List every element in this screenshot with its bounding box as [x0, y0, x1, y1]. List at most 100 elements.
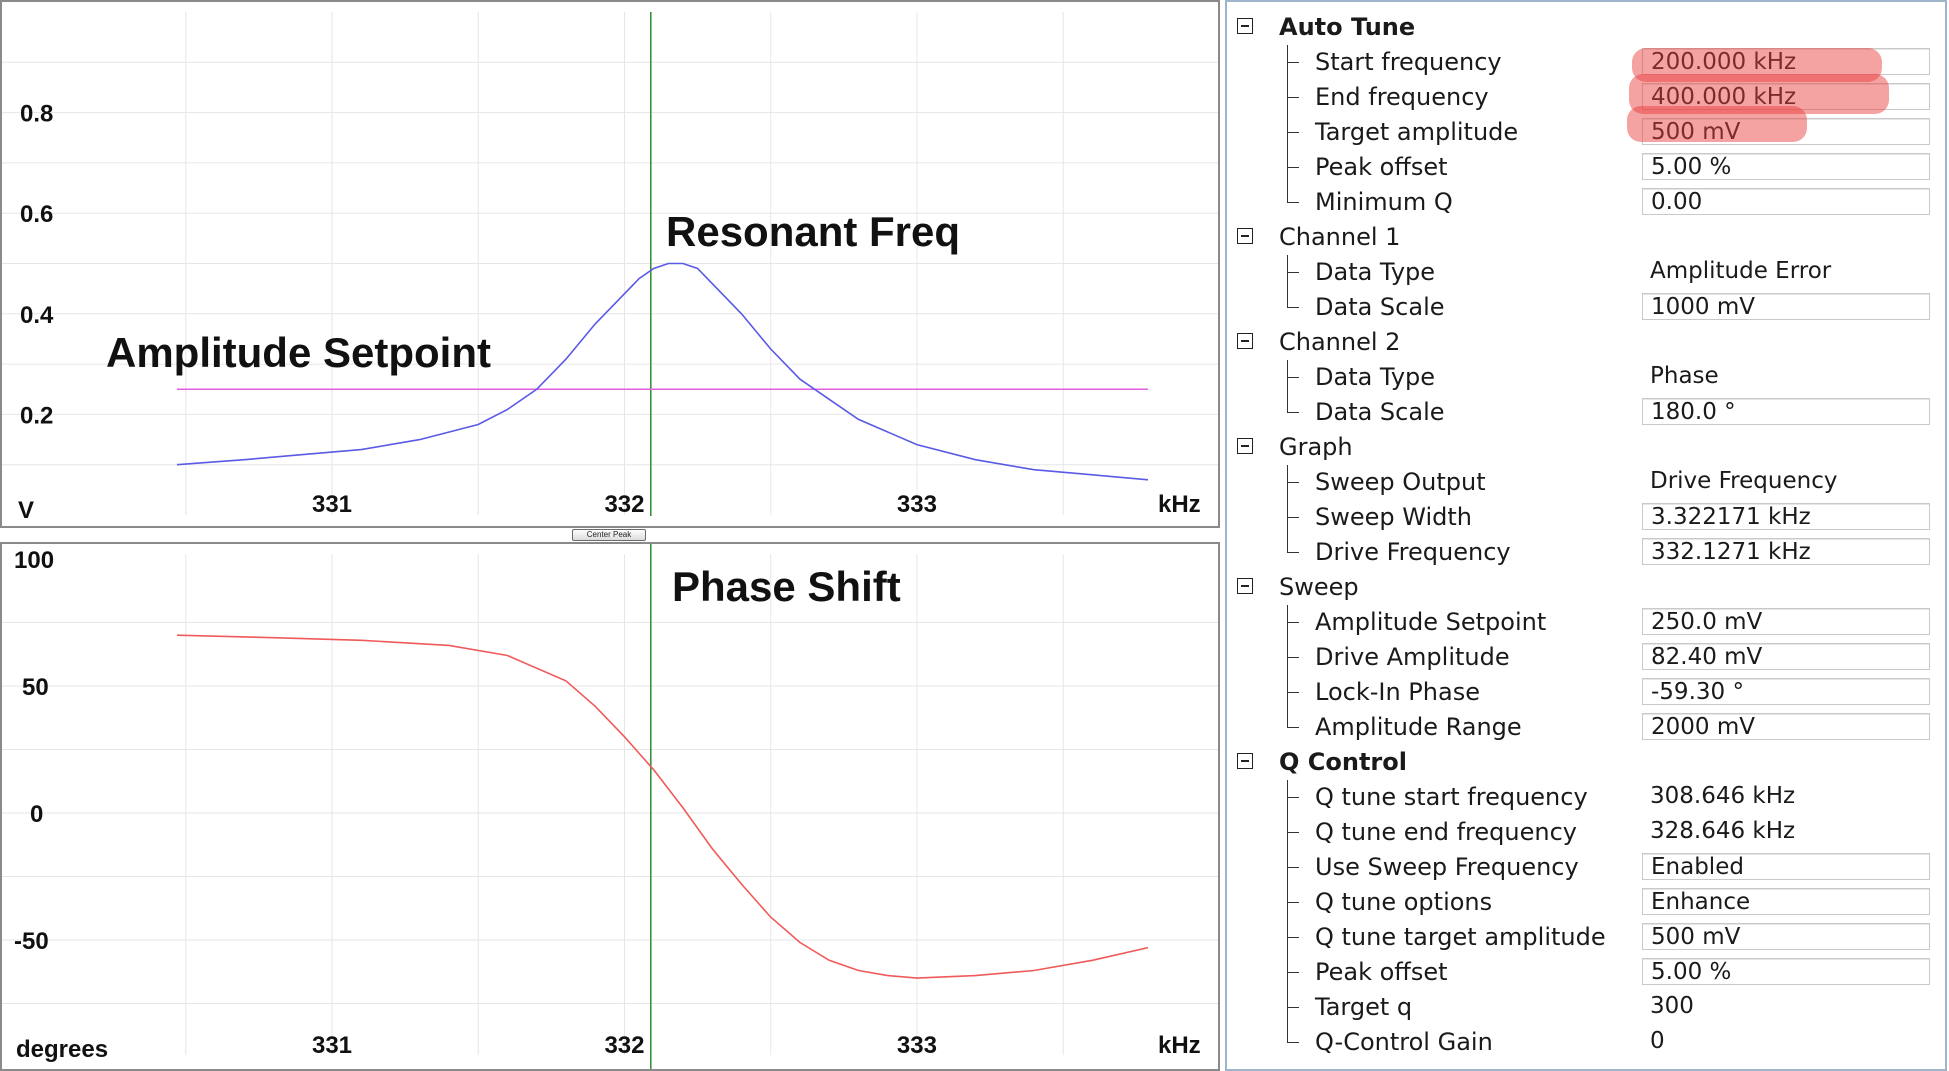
- tree-connector: [1287, 272, 1299, 273]
- property-value-field[interactable]: 332.1271 kHz: [1642, 538, 1930, 565]
- property-value-field[interactable]: 2000 mV: [1642, 713, 1930, 740]
- property-row[interactable]: Q tune options Enhance: [1227, 885, 1945, 920]
- property-value-field[interactable]: 82.40 mV: [1642, 643, 1930, 670]
- x-tick-label: 331: [312, 491, 352, 518]
- property-row[interactable]: Sweep Output Drive Frequency: [1227, 465, 1945, 500]
- property-label: Peak offset: [1315, 153, 1448, 181]
- property-row[interactable]: Amplitude Setpoint 250.0 mV: [1227, 605, 1945, 640]
- group-header[interactable]: Channel 1: [1227, 220, 1945, 255]
- y-unit-label: V: [18, 497, 34, 524]
- property-row[interactable]: Data Scale 1000 mV: [1227, 290, 1945, 325]
- tree-connector: [1287, 185, 1288, 203]
- tree-connector: [1287, 535, 1288, 553]
- x-tick-label: 331: [312, 1032, 352, 1059]
- property-label: Start frequency: [1315, 48, 1502, 76]
- tree-connector: [1287, 867, 1299, 868]
- phase-shift-annotation: Phase Shift: [672, 563, 901, 610]
- property-label: Drive Frequency: [1315, 538, 1511, 566]
- phase-curve: [176, 634, 1149, 979]
- y-tick-label: -50: [14, 928, 49, 955]
- amplitude-plot[interactable]: 0.2 0.4 0.6 0.8 331 332 333 kHz V Resonant Freq Am…: [0, 0, 1220, 528]
- property-value-field[interactable]: 200.000 kHz: [1642, 48, 1930, 75]
- group-label: Sweep: [1279, 573, 1359, 601]
- property-value-field[interactable]: 3.322171 kHz: [1642, 503, 1930, 530]
- property-value-field[interactable]: -59.30 °: [1642, 678, 1930, 705]
- property-value-field[interactable]: 180.0 °: [1642, 398, 1930, 425]
- tree-connector: [1287, 692, 1299, 693]
- center-peak-button[interactable]: Center Peak: [572, 529, 646, 541]
- tree-connector: [1287, 167, 1299, 168]
- property-row[interactable]: Q tune target amplitude 500 mV: [1227, 920, 1945, 955]
- property-row[interactable]: Amplitude Range 2000 mV: [1227, 710, 1945, 745]
- property-value-field[interactable]: 400.000 kHz: [1642, 83, 1930, 110]
- property-label: Q tune target amplitude: [1315, 923, 1606, 951]
- tree-connector: [1287, 552, 1299, 553]
- property-row[interactable]: Use Sweep Frequency Enabled: [1227, 850, 1945, 885]
- property-value-field[interactable]: 5.00 %: [1642, 958, 1930, 985]
- property-row[interactable]: Q-Control Gain 0: [1227, 1025, 1945, 1060]
- tree-connector: [1287, 657, 1299, 658]
- property-value-field[interactable]: Enhance: [1642, 888, 1930, 915]
- group-header[interactable]: Channel 2: [1227, 325, 1945, 360]
- collapse-toggle-icon[interactable]: [1237, 438, 1253, 454]
- collapse-toggle-icon[interactable]: [1237, 333, 1253, 349]
- resonant-freq-annotation: Resonant Freq: [666, 208, 960, 255]
- x-tick-label: 333: [897, 491, 937, 518]
- x-tick-label: 333: [897, 1032, 937, 1059]
- property-row[interactable]: Target q 300: [1227, 990, 1945, 1025]
- property-row[interactable]: Target amplitude 500 mV: [1227, 115, 1945, 150]
- property-value-field[interactable]: 500 mV: [1642, 923, 1930, 950]
- collapse-toggle-icon[interactable]: [1237, 18, 1253, 34]
- property-row[interactable]: Lock-In Phase -59.30 °: [1227, 675, 1945, 710]
- amplitude-curve: [176, 262, 1149, 481]
- property-label: Data Scale: [1315, 398, 1445, 426]
- property-value-field[interactable]: 0.00: [1642, 188, 1930, 215]
- tree-connector: [1287, 727, 1299, 728]
- property-row[interactable]: Minimum Q 0.00: [1227, 185, 1945, 220]
- property-row[interactable]: Drive Amplitude 82.40 mV: [1227, 640, 1945, 675]
- tree-connector: [1287, 902, 1299, 903]
- property-label: Data Scale: [1315, 293, 1445, 321]
- y-tick-label: 0: [30, 801, 43, 828]
- property-row[interactable]: Data Scale 180.0 °: [1227, 395, 1945, 430]
- property-row[interactable]: Data Type Amplitude Error: [1227, 255, 1945, 290]
- group-header[interactable]: Auto Tune: [1227, 10, 1945, 45]
- property-label: Q tune options: [1315, 888, 1493, 916]
- property-label: Data Type: [1315, 258, 1436, 286]
- x-tick-label: 332: [604, 491, 644, 518]
- property-row[interactable]: Peak offset 5.00 %: [1227, 955, 1945, 990]
- property-row[interactable]: End frequency 400.000 kHz: [1227, 80, 1945, 115]
- y-tick-label: 100: [14, 547, 54, 574]
- property-label: Q tune end frequency: [1315, 818, 1577, 846]
- property-label: Target amplitude: [1315, 118, 1519, 146]
- property-label: End frequency: [1315, 83, 1489, 111]
- property-row[interactable]: Q tune start frequency 308.646 kHz: [1227, 780, 1945, 815]
- property-value: 328.646 kHz: [1650, 818, 1796, 844]
- collapse-toggle-icon[interactable]: [1237, 578, 1253, 594]
- property-row[interactable]: Data Type Phase: [1227, 360, 1945, 395]
- property-row[interactable]: Drive Frequency 332.1271 kHz: [1227, 535, 1945, 570]
- group-header[interactable]: Graph: [1227, 430, 1945, 465]
- property-value-field[interactable]: 250.0 mV: [1642, 608, 1930, 635]
- property-row[interactable]: Start frequency 200.000 kHz: [1227, 45, 1945, 80]
- property-row[interactable]: Q tune end frequency 328.646 kHz: [1227, 815, 1945, 850]
- tree-connector: [1287, 832, 1299, 833]
- property-value-field[interactable]: 1000 mV: [1642, 293, 1930, 320]
- group-header[interactable]: Sweep: [1227, 570, 1945, 605]
- tree-connector: [1287, 710, 1288, 728]
- property-row[interactable]: Sweep Width 3.322171 kHz: [1227, 500, 1945, 535]
- collapse-toggle-icon[interactable]: [1237, 228, 1253, 244]
- tree-connector: [1287, 1042, 1299, 1043]
- property-value-field[interactable]: 5.00 %: [1642, 153, 1930, 180]
- property-value-field[interactable]: Enabled: [1642, 853, 1930, 880]
- property-value: 0: [1650, 1028, 1665, 1054]
- property-value-field[interactable]: 500 mV: [1642, 118, 1930, 145]
- tree-connector: [1287, 972, 1299, 973]
- property-row[interactable]: Peak offset 5.00 %: [1227, 150, 1945, 185]
- group-header[interactable]: Q Control: [1227, 745, 1945, 780]
- phase-plot[interactable]: 100 50 0 -50 331 332 333 kHz degrees Phase Shift: [0, 542, 1220, 1071]
- x-unit-label: kHz: [1158, 491, 1201, 518]
- collapse-toggle-icon[interactable]: [1237, 753, 1253, 769]
- property-label: Q tune start frequency: [1315, 783, 1588, 811]
- y-unit-label: degrees: [16, 1036, 108, 1063]
